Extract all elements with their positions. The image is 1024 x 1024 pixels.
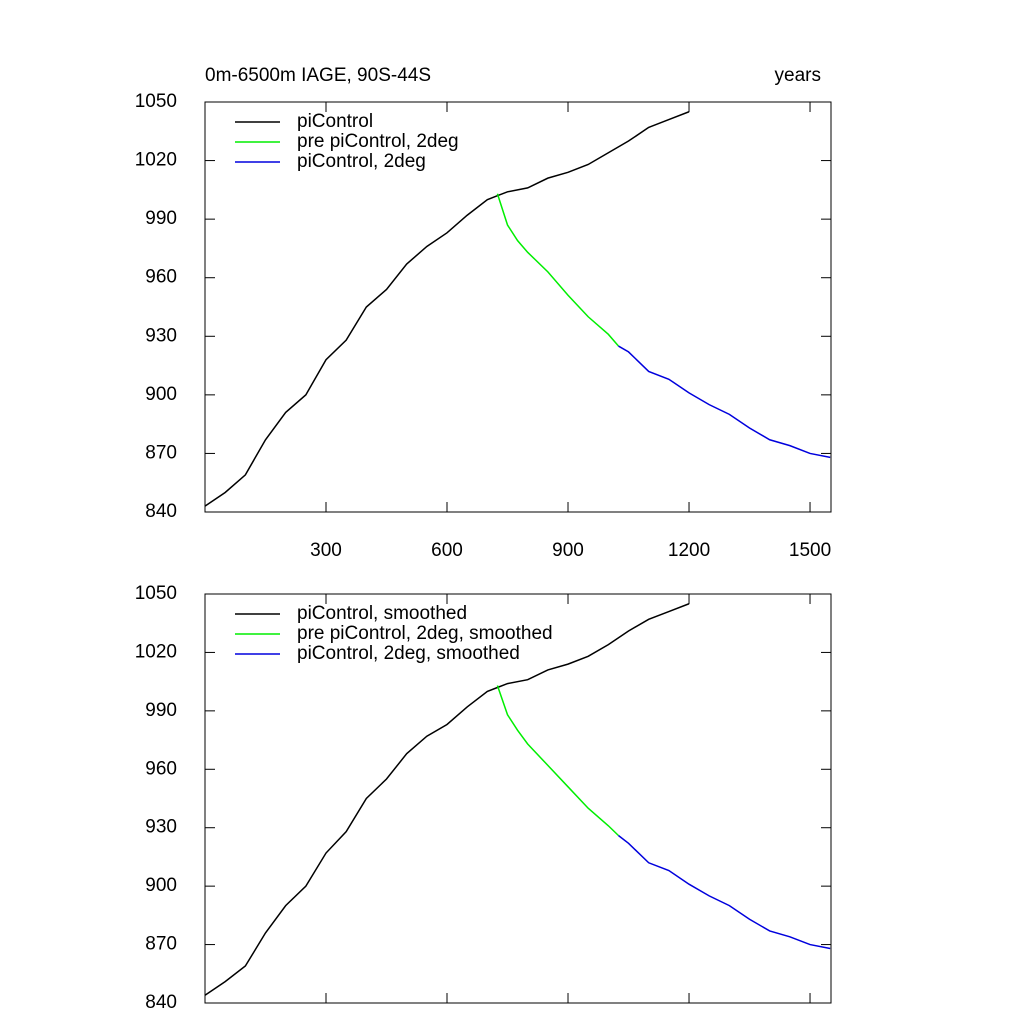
y-tick-label: 930: [145, 325, 177, 346]
legend-label: piControl, smoothed: [297, 603, 467, 624]
data-line: [617, 834, 831, 950]
y-tick-label: 840: [145, 992, 177, 1013]
y-tick-label: 870: [145, 442, 177, 463]
x-tick-label: 600: [431, 540, 463, 561]
y-tick-label: 1050: [135, 583, 177, 604]
x-tick-label: 1200: [668, 540, 710, 561]
y-tick-label: 840: [145, 501, 177, 522]
data-line: [496, 685, 619, 837]
data-line: [204, 111, 690, 507]
plot-frame: [204, 101, 832, 513]
chart-subtitle: years: [775, 65, 821, 86]
chart-title: 0m-6500m IAGE, 90S-44S: [205, 65, 431, 86]
x-tick-label: 300: [310, 540, 342, 561]
data-line: [496, 193, 619, 347]
data-line: [618, 345, 831, 459]
data-line: [204, 603, 690, 996]
legend-label: piControl, 2deg, smoothed: [297, 643, 520, 664]
y-tick-label: 960: [145, 267, 177, 288]
legend-label: piControl: [297, 111, 373, 132]
x-tick-label: 1500: [789, 540, 831, 561]
y-tick-label: 930: [145, 817, 177, 838]
y-tick-label: 960: [145, 758, 177, 779]
legend-label: pre piControl, 2deg, smoothed: [297, 623, 553, 644]
y-tick-label: 870: [145, 934, 177, 955]
legend-label: pre piControl, 2deg: [297, 131, 459, 152]
y-tick-label: 990: [145, 700, 177, 721]
y-tick-label: 1020: [135, 641, 177, 662]
y-tick-label: 1020: [135, 150, 177, 171]
x-tick-label: 900: [552, 540, 584, 561]
y-tick-label: 1050: [135, 91, 177, 112]
legend-label: piControl, 2deg: [297, 151, 426, 172]
y-tick-label: 990: [145, 208, 177, 229]
plot-frame: [204, 593, 832, 1004]
y-tick-label: 900: [145, 875, 177, 896]
y-tick-label: 900: [145, 384, 177, 405]
